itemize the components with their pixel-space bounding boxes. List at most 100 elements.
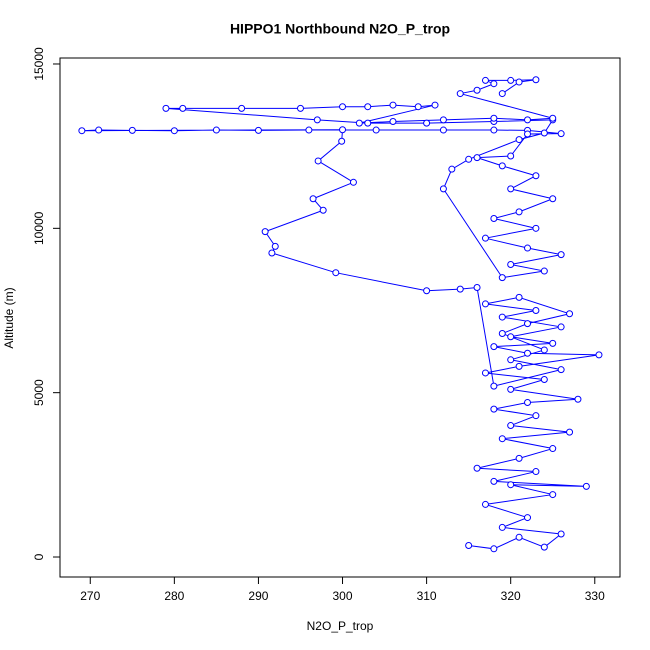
data-point [162,104,170,112]
x-tick-label: 320 [501,589,521,603]
data-point [490,80,498,88]
data-point [355,119,363,127]
data-point [481,300,489,308]
data-point [179,104,187,112]
data-point [349,178,357,186]
data-point [271,242,279,250]
data-point [524,320,532,328]
data-point [170,127,178,135]
data-point [261,228,269,236]
data-point [481,500,489,508]
data-point [465,155,473,163]
data-point [507,76,515,84]
data-point [524,130,532,138]
data-point [296,104,304,112]
data-point [465,542,473,550]
data-point [305,126,313,134]
data-point [532,306,540,314]
data-point [507,152,515,160]
data-point [540,267,548,275]
data-point [507,185,515,193]
data-point [507,260,515,268]
data-point [515,293,523,301]
data-point [78,127,86,135]
data-point [557,130,565,138]
data-point [490,545,498,553]
data-point [389,101,397,109]
data-point [313,116,321,124]
data-point [549,339,557,347]
data-point [532,76,540,84]
data-point [456,90,464,98]
data-point [490,343,498,351]
data-point [439,126,447,134]
data-point [498,274,506,282]
data-point [490,114,498,122]
data-point [254,126,262,134]
data-point [566,310,574,318]
data-point [490,126,498,134]
data-point [498,162,506,170]
data-point [473,154,481,162]
data-point [524,399,532,407]
data-point [498,313,506,321]
data-point [498,330,506,338]
data-point [473,283,481,291]
y-tick-label: 0 [32,553,46,560]
data-point [507,481,515,489]
data-point [498,435,506,443]
y-tick-label: 10000 [32,211,46,245]
data-point [557,323,565,331]
data-point [507,385,515,393]
data-point [481,369,489,377]
data-point [128,126,136,134]
x-tick-label: 290 [248,589,268,603]
data-point [549,114,557,122]
data-point [532,412,540,420]
data-point [524,116,532,124]
data-point [507,356,515,364]
chart-title: HIPPO1 Northbound N2O_P_trop [230,21,450,37]
data-point [490,382,498,390]
x-tick-label: 330 [585,589,605,603]
data-point [268,249,276,257]
y-axis-label: Altitude (m) [2,287,16,348]
data-point [364,103,372,111]
data-point [498,90,506,98]
data-point [490,477,498,485]
data-point [515,533,523,541]
data-point [481,234,489,242]
data-point [389,118,397,126]
data-point [524,514,532,522]
data-point [332,269,340,277]
data-point [549,491,557,499]
x-tick-label: 270 [80,589,100,603]
plot-box [59,57,621,578]
data-point [540,346,548,354]
data-point [557,530,565,538]
data-point [339,103,347,111]
data-point [540,543,548,551]
data-point [439,116,447,124]
data-point [507,422,515,430]
data-point [456,285,464,293]
data-point [507,333,515,341]
data-point [439,185,447,193]
data-point [339,126,347,134]
x-tick-label: 280 [164,589,184,603]
y-tick-label: 15000 [32,47,46,81]
data-point [372,126,380,134]
x-axis-label: N2O_P_trop [307,619,374,633]
data-point [595,351,603,359]
data-point [319,206,327,214]
data-point [566,428,574,436]
data-point [212,126,220,134]
data-point [314,157,322,165]
data-point [423,119,431,127]
data-line [81,79,600,550]
data-point [549,195,557,203]
data-point [532,468,540,476]
data-point [557,366,565,374]
